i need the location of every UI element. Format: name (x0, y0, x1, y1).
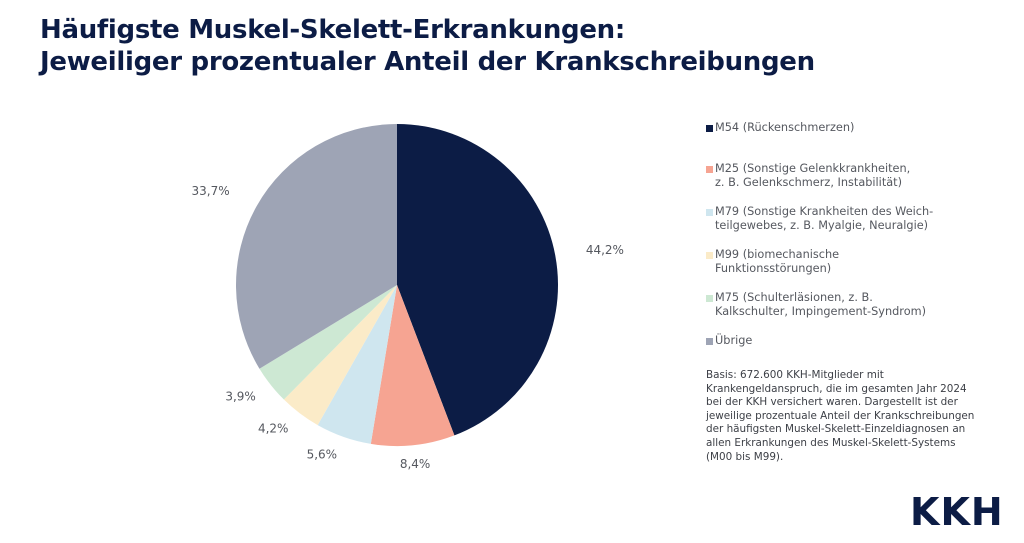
legend-item: M25 (Sonstige Gelenkkrankheiten, z. B. Ge… (706, 162, 1006, 191)
pie-slice (397, 124, 559, 436)
title-line-1: Häufigste Muskel-Skelett-Erkrankungen: (40, 15, 625, 45)
legend-item: Übrige (706, 334, 1006, 349)
legend-swatch (706, 165, 713, 173)
footnote: Basis: 672.600 KKH-Mitglieder mit Kranke… (706, 369, 996, 464)
legend-swatch (706, 125, 713, 132)
footnote-line: Krankengeldanspruch, die im gesamten Jah… (706, 382, 967, 395)
footnote-line: (M00 bis M99). (706, 450, 784, 463)
legend: M54 (Rückenschmerzen) M25 (Sonstige Gelen… (706, 121, 1006, 348)
pie-slice (370, 285, 455, 446)
title-line-2: Jeweiliger prozentualer Anteil der Krank… (40, 47, 815, 77)
legend-swatch (706, 251, 713, 259)
data-label: 5,6% (307, 448, 338, 462)
legend-label: Übrige (715, 333, 753, 347)
legend-swatch (706, 337, 713, 345)
legend-swatch (706, 208, 713, 216)
chart-title: Häufigste Muskel-Skelett-Erkrankungen: J… (40, 14, 815, 78)
pie-slice (283, 285, 397, 426)
pie-chart: 44,2% 8,4% 5,6% 4,2% 3,9% 33,7% (192, 124, 624, 471)
legend-label: M75 (Schulterläsionen, z. B. (715, 290, 873, 304)
legend-label: Kalkschulter, Impingement-Syndrom) (715, 305, 927, 318)
legend-swatch (706, 294, 713, 302)
legend-item: M79 (Sonstige Krankheiten des Weich-teil… (706, 205, 1006, 234)
legend-label: M79 (Sonstige Krankheiten des Weich- (715, 204, 934, 218)
footnote-line: jeweilige prozentuale Anteil der Kranksc… (706, 409, 975, 422)
data-label: 8,4% (400, 457, 431, 471)
kkh-logo: KKH (910, 490, 1004, 534)
footnote-line: der häufigsten Muskel-Skelett-Einzeldiag… (706, 423, 966, 436)
legend-item: M75 (Schulterläsionen, z. B. Kalkschulter… (706, 291, 1006, 320)
data-label: 4,2% (258, 422, 289, 436)
legend-item: M99 (biomechanische Funktionsstörungen) (706, 248, 1006, 277)
legend-label: z. B. Gelenkschmerz, Instabilität) (715, 176, 903, 189)
pie-slice (236, 124, 397, 369)
legend-label: M99 (biomechanische (715, 247, 840, 261)
pie-slice (317, 285, 397, 444)
legend-label: M54 (Rückenschmerzen) (715, 121, 855, 134)
data-label: 33,7% (192, 184, 230, 198)
footnote-line: bei der KKH versichert waren. Dargestell… (706, 396, 958, 409)
legend-label: M25 (Sonstige Gelenkkrankheiten, (715, 161, 911, 175)
legend-label: teilgewebes, z. B. Myalgie, Neuralgie) (715, 219, 929, 232)
footnote-line: Basis: 672.600 KKH-Mitglieder mit (706, 369, 884, 381)
legend-item: M54 (Rückenschmerzen) (706, 121, 1006, 136)
data-label: 44,2% (586, 243, 624, 257)
footnote-line: allen Erkrankungen des Muskel-Skelett-Sy… (706, 436, 956, 449)
data-label: 3,9% (225, 390, 256, 404)
pie-slice (259, 285, 397, 400)
legend-label: Funktionsstörungen) (715, 262, 832, 275)
